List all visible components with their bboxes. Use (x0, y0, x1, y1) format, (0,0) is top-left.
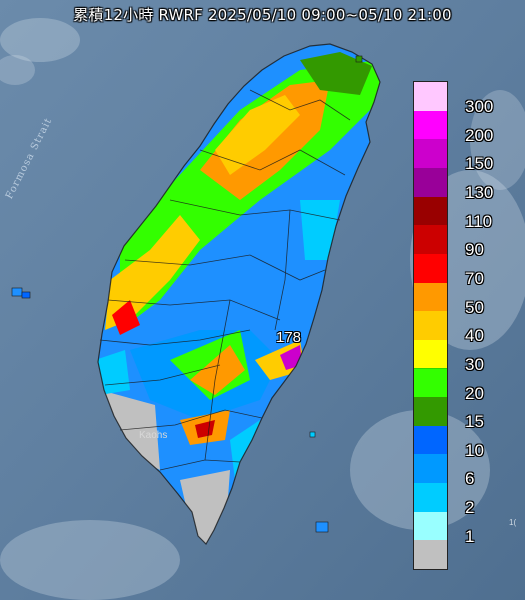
legend-swatch (413, 109, 447, 140)
legend-swatch (413, 195, 447, 226)
max-value-label: 178 (276, 329, 302, 346)
legend-label: 30 (465, 354, 484, 374)
legend-label: 6 (465, 469, 475, 489)
legend-swatch (413, 453, 447, 484)
legend-swatch (413, 424, 447, 455)
legend-swatch (413, 166, 447, 197)
edge-coordinate-label: 1( (509, 518, 517, 527)
legend-swatch (413, 224, 447, 254)
color-legend: 300 200 150 130 110 90 70 50 40 30 20 15 10 6 2 1 (413, 81, 525, 570)
legend-label: 130 (465, 182, 494, 202)
legend-label: 50 (465, 297, 484, 317)
map-title: 累積12小時 RWRF 2025/05/10 09:00~05/10 21:00 (73, 6, 452, 24)
legend-label: 90 (465, 240, 484, 260)
legend-swatch (413, 482, 447, 512)
legend-label: 70 (465, 268, 484, 288)
legend-label: 1 (465, 526, 475, 546)
legend-swatch (413, 81, 447, 111)
legend-swatch (413, 367, 447, 398)
legend-swatch (413, 396, 447, 426)
legend-swatch (413, 539, 447, 570)
legend-label: 150 (465, 154, 494, 174)
legend-swatch (413, 138, 447, 168)
legend-label: 300 (465, 97, 494, 116)
legend-label: 15 (465, 412, 484, 432)
legend-label: 10 (465, 440, 484, 460)
legend-swatch (413, 338, 447, 369)
legend-swatch (413, 281, 447, 312)
legend-label: 200 (465, 125, 494, 145)
legend-label: 2 (465, 498, 475, 518)
legend-label: 40 (465, 326, 484, 346)
legend-label: 110 (465, 211, 493, 231)
city-label: Kaohs (139, 430, 168, 441)
legend-label: 20 (465, 383, 484, 403)
legend-swatch (413, 510, 447, 541)
legend-swatch (413, 310, 447, 340)
legend-swatch (413, 252, 447, 283)
